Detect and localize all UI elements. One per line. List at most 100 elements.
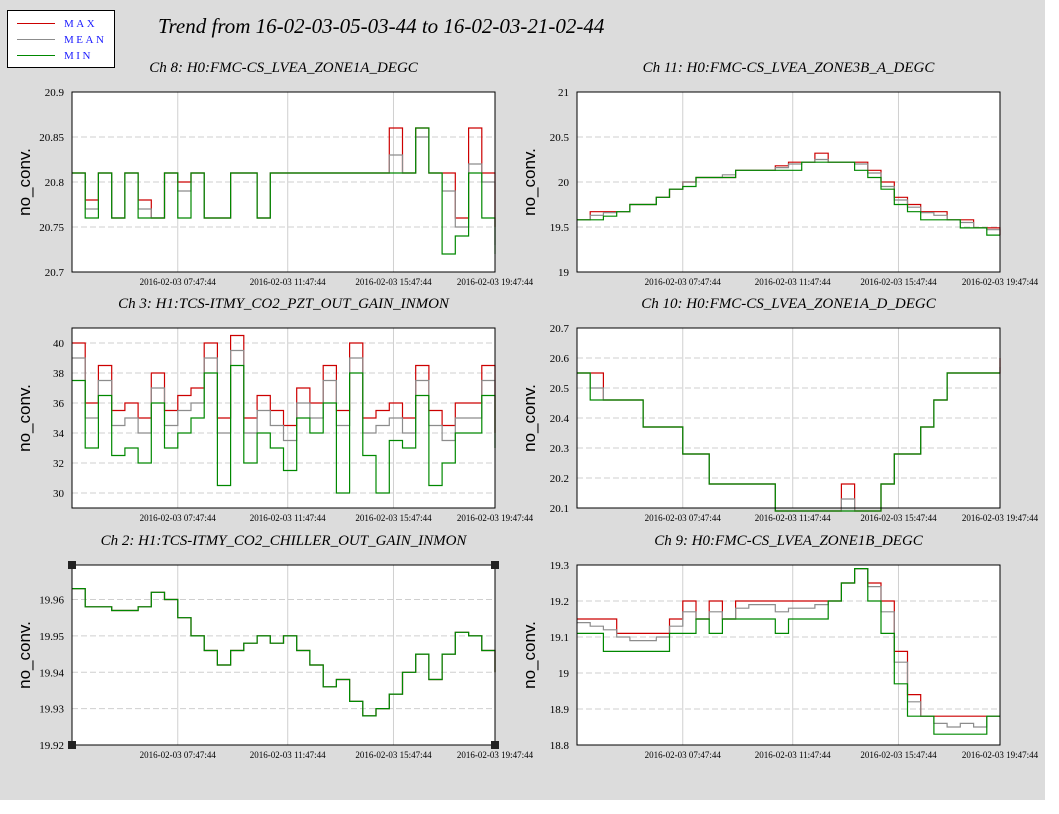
y-tick-label: 19.96 (39, 595, 64, 607)
series-line-min (72, 364, 496, 494)
legend-label-max: MAX (64, 18, 98, 30)
chart-ch3: 2016-02-03 07:47:44 2016-02-03 11:47:44 20… (15, 327, 534, 523)
plot-frame (71, 91, 496, 273)
panel-title-ch11: Ch 11: H0:FMC-CS_LVEA_ZONE3B_A_DEGC (642, 60, 935, 76)
y-tick-label: 20 (558, 177, 570, 189)
x-tick-label: 2016-02-03 15:47:44 (860, 277, 937, 287)
y-tick-label: 19.95 (39, 631, 64, 643)
selection-handle[interactable] (491, 741, 499, 749)
y-tick-label: 20.6 (550, 353, 570, 365)
plot-frame (576, 564, 1001, 746)
chart-ch10: 2016-02-03 07:47:44 2016-02-03 11:47:44 20… (520, 323, 1039, 523)
x-tick-label: 2016-02-03 19:47:44 (962, 277, 1039, 287)
y-tick-label: 20.2 (550, 473, 569, 485)
chart-ch8: 2016-02-03 07:47:44 2016-02-03 11:47:44 20… (15, 87, 534, 287)
legend-label-min: MIN (64, 50, 93, 62)
chart-ch2[interactable]: 2016-02-03 07:47:44 2016-02-03 11:47:44 20… (0, 557, 534, 767)
y-axis-label: no_conv. (520, 384, 539, 452)
y-tick-label: 20.5 (550, 383, 570, 395)
y-tick-label: 20.7 (45, 267, 65, 279)
y-axis-label: no_conv. (15, 384, 34, 452)
panel-title-ch2: Ch 2: H1:TCS-ITMY_CO2_CHILLER_OUT_GAIN_I… (100, 533, 467, 549)
y-tick-label: 20.1 (550, 503, 569, 515)
y-tick-label: 20.8 (45, 177, 65, 189)
x-tick-label: 2016-02-03 15:47:44 (355, 750, 432, 760)
x-tick-label: 2016-02-03 11:47:44 (755, 750, 831, 760)
plot-frame (576, 327, 1001, 509)
x-tick-label: 2016-02-03 07:47:44 (140, 750, 217, 760)
panel-title-ch3: Ch 3: H1:TCS-ITMY_CO2_PZT_OUT_GAIN_INMON (118, 296, 449, 312)
series-line-min (577, 161, 1000, 236)
series-line-min (577, 568, 1000, 735)
x-tick-label: 2016-02-03 07:47:44 (645, 513, 722, 523)
y-tick-label: 19.2 (550, 596, 569, 608)
x-tick-label: 2016-02-03 07:47:44 (645, 750, 722, 760)
chart-ch9: 2016-02-03 07:47:44 2016-02-03 11:47:44 20… (520, 560, 1039, 760)
y-tick-label: 20.85 (39, 132, 64, 144)
y-tick-label: 19.5 (550, 222, 570, 234)
x-tick-label: 2016-02-03 07:47:44 (140, 277, 217, 287)
y-axis-label: no_conv. (15, 148, 34, 216)
series-line-min (72, 588, 496, 717)
y-tick-label: 19.1 (550, 632, 569, 644)
y-tick-label: 20.5 (550, 132, 570, 144)
y-tick-label: 19.92 (39, 740, 64, 752)
selection-handle[interactable] (68, 741, 76, 749)
legend: MAX MEAN MIN (7, 10, 115, 68)
x-tick-label: 2016-02-03 07:47:44 (140, 513, 217, 523)
x-tick-label: 2016-02-03 15:47:44 (355, 277, 432, 287)
x-tick-label: 2016-02-03 19:47:44 (457, 513, 534, 523)
y-tick-label: 21 (558, 87, 569, 99)
legend-item-min: MIN (8, 49, 114, 63)
plot-area (577, 565, 1000, 745)
panel-title-ch8: Ch 8: H0:FMC-CS_LVEA_ZONE1A_DEGC (149, 60, 418, 76)
plot-frame (71, 327, 496, 509)
plot-frame (71, 564, 496, 746)
x-tick-label: 2016-02-03 11:47:44 (250, 513, 326, 523)
series-line-max (72, 334, 496, 433)
series-line-min (577, 372, 1000, 512)
selection-handle[interactable] (491, 561, 499, 569)
chart-ch11: 2016-02-03 07:47:44 2016-02-03 11:47:44 20… (520, 87, 1039, 287)
y-tick-label: 19.3 (550, 560, 570, 572)
y-axis-label: no_conv. (520, 148, 539, 216)
x-tick-label: 2016-02-03 19:47:44 (962, 513, 1039, 523)
plot-frame (576, 91, 1001, 273)
y-tick-label: 34 (53, 428, 65, 440)
y-tick-label: 19.93 (39, 704, 64, 716)
y-tick-label: 18.9 (550, 704, 570, 716)
y-tick-label: 40 (53, 338, 65, 350)
y-tick-label: 32 (53, 458, 64, 470)
y-tick-label: 20.7 (550, 323, 570, 335)
y-axis-label: no_conv. (15, 621, 34, 689)
series-line-max (577, 568, 1000, 717)
x-tick-label: 2016-02-03 15:47:44 (355, 513, 432, 523)
plot-area (72, 565, 495, 745)
y-tick-label: 30 (53, 488, 65, 500)
x-tick-label: 2016-02-03 11:47:44 (755, 513, 831, 523)
y-tick-label: 36 (53, 398, 65, 410)
x-tick-label: 2016-02-03 11:47:44 (755, 277, 831, 287)
x-tick-label: 2016-02-03 11:47:44 (250, 750, 326, 760)
selection-handle[interactable] (68, 561, 76, 569)
legend-item-mean: MEAN (8, 33, 114, 47)
legend-swatch-max (17, 23, 55, 24)
x-tick-label: 2016-02-03 11:47:44 (250, 277, 326, 287)
legend-label-mean: MEAN (64, 34, 107, 46)
y-tick-label: 19.94 (39, 667, 64, 679)
legend-swatch-mean (17, 39, 55, 40)
panel-title-ch9: Ch 9: H0:FMC-CS_LVEA_ZONE1B_DEGC (654, 533, 923, 549)
y-tick-label: 18.8 (550, 740, 570, 752)
x-tick-label: 2016-02-03 07:47:44 (645, 277, 722, 287)
series-line-min (72, 127, 496, 255)
legend-swatch-min (17, 55, 55, 56)
legend-item-max: MAX (8, 17, 114, 31)
y-tick-label: 38 (53, 368, 65, 380)
series-line-mean (72, 349, 496, 448)
page-title: Trend from 16-02-03-05-03-44 to 16-02-03… (158, 14, 605, 38)
y-tick-label: 20.9 (45, 87, 65, 99)
panel-title-ch10: Ch 10: H0:FMC-CS_LVEA_ZONE1A_D_DEGC (641, 296, 936, 312)
x-tick-label: 2016-02-03 15:47:44 (860, 750, 937, 760)
y-axis-label: no_conv. (520, 621, 539, 689)
y-tick-label: 19 (558, 267, 570, 279)
